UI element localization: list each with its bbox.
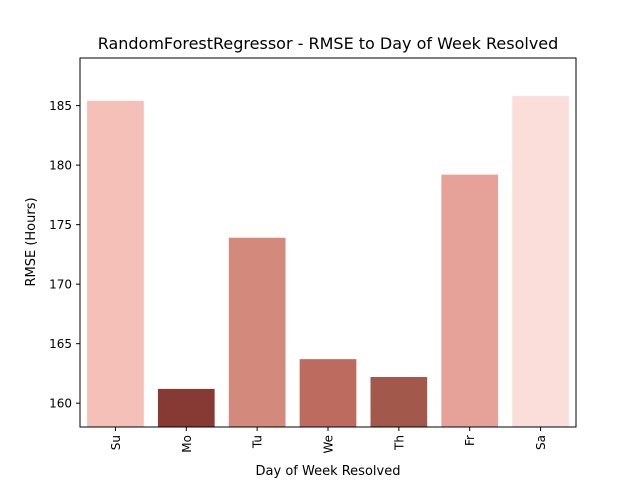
plot-frame <box>79 57 577 428</box>
x-tick-label: Mo <box>180 435 194 453</box>
bar-fr <box>441 174 499 427</box>
x-tick-label: We <box>322 435 336 454</box>
x-axis: Su Mo Tu We Th Fr Sa <box>109 427 548 454</box>
x-tick-label: Su <box>109 435 123 450</box>
bar-th <box>370 377 428 427</box>
y-tick-label: 170 <box>49 278 72 292</box>
x-tick-label: Th <box>392 435 406 451</box>
bars-group <box>87 96 569 427</box>
bar-su <box>87 100 144 427</box>
y-tick-label: 180 <box>49 159 72 173</box>
chart-title: RandomForestRegressor - RMSE to Day of W… <box>98 34 559 53</box>
y-tick-label: 175 <box>49 218 72 232</box>
bar-tu <box>228 237 286 427</box>
bar-we <box>299 359 357 427</box>
bar-mo <box>157 388 215 427</box>
y-axis-label: RMSE (Hours) <box>24 197 39 286</box>
y-tick-label: 185 <box>49 99 72 113</box>
y-tick-label: 165 <box>49 337 72 351</box>
bar-sa <box>512 96 569 427</box>
x-axis-label: Day of Week Resolved <box>256 464 401 479</box>
y-tick-label: 160 <box>49 397 72 411</box>
x-tick-label: Tu <box>251 435 265 449</box>
y-axis: 160 165 170 175 180 185 <box>49 99 80 411</box>
x-tick-label: Fr <box>463 435 477 446</box>
x-tick-label: Sa <box>534 435 548 450</box>
